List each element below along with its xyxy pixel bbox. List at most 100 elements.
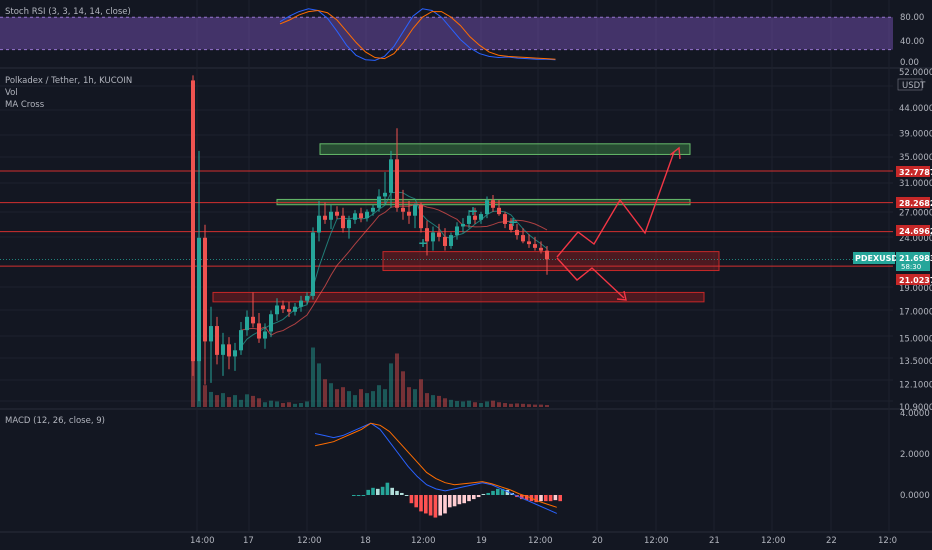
candle-body xyxy=(413,204,417,216)
volume-bar xyxy=(539,404,543,407)
time-label: 12:00 xyxy=(528,536,553,546)
macd-level-4: 4.0000 xyxy=(900,409,930,419)
candle-body xyxy=(437,232,441,237)
macd-label[interactable]: MACD (12, 26, close, 9) xyxy=(5,416,105,426)
stoch-rsi-label[interactable]: Stoch RSI (3, 3, 14, 14, close) xyxy=(5,7,131,17)
candle-body xyxy=(353,213,357,220)
volume-bar xyxy=(287,402,291,407)
time-label: 12:00 xyxy=(297,536,322,546)
candle-body xyxy=(299,300,303,307)
resistance-zone xyxy=(319,143,691,155)
candle-body xyxy=(227,344,231,357)
volume-bar xyxy=(365,393,369,407)
volume-bar xyxy=(311,347,315,407)
stoch-level-80: 80.00 xyxy=(900,13,924,23)
volume-bar xyxy=(533,404,537,407)
time-label: 12:00 xyxy=(644,536,669,546)
price-axis-label: 19.0000 xyxy=(899,284,932,294)
candle-body xyxy=(305,295,309,301)
volume-bar xyxy=(305,401,309,407)
macd-histogram-bar xyxy=(404,495,409,496)
volume-indicator-label[interactable]: Vol xyxy=(5,88,18,98)
tag-symbol: PDEXUSDT xyxy=(853,252,904,264)
macd-histogram-bar xyxy=(558,495,562,502)
macd-histogram-bar xyxy=(443,495,447,514)
tag-r2: 28.2682 xyxy=(896,197,932,208)
macd-histogram-bar xyxy=(524,495,529,501)
candle-body xyxy=(485,200,489,215)
candle-body xyxy=(251,316,255,324)
currency-label: USDT xyxy=(902,81,926,91)
macd-pane xyxy=(314,422,562,518)
candle-body xyxy=(383,192,387,197)
symbol-title[interactable]: Polkadex / Tether, 1h, KUCOIN xyxy=(5,76,132,86)
candle-body xyxy=(503,214,507,224)
macd-histogram-bar xyxy=(356,495,361,496)
price-axis-label: 10.9000 xyxy=(899,403,932,413)
macd-histogram-bar xyxy=(376,488,380,495)
volume-bar xyxy=(383,389,387,407)
stoch-band xyxy=(0,17,893,50)
volume-bar xyxy=(467,400,471,407)
volume-bar xyxy=(473,402,477,407)
macd-histogram-bar xyxy=(467,495,471,502)
macd-signal-line xyxy=(314,422,557,508)
volume-bar xyxy=(257,398,261,407)
price-axis-label: 13.5000 xyxy=(899,357,932,367)
time-axis[interactable]: 14:00 17 12:00 18 12:00 19 12:00 20 12:0… xyxy=(190,536,897,546)
macd-histogram-bar xyxy=(424,495,428,514)
volume-bar xyxy=(221,393,225,407)
volume-bar xyxy=(545,405,549,407)
price-axis-label: 12.1000 xyxy=(899,381,932,391)
macd-histogram-bar xyxy=(414,495,418,508)
macd-histogram-bar xyxy=(486,492,490,495)
candle-body xyxy=(197,237,201,362)
macd-histogram-bar xyxy=(476,495,481,498)
candle-body xyxy=(479,214,483,220)
candle-body xyxy=(263,331,267,339)
volume-bar xyxy=(515,403,519,407)
price-axis[interactable]: 52.0000 44.0000 39.0000 35.0000 31.0000 27.00… xyxy=(899,68,932,413)
macd-histogram-bar xyxy=(366,489,370,495)
macd-histogram-bar xyxy=(539,495,543,502)
candle-body xyxy=(239,330,243,351)
volume-bar xyxy=(233,395,237,407)
price-axis-label: 27.0000 xyxy=(899,209,932,219)
volume-bar xyxy=(521,403,525,407)
macd-histogram-bar xyxy=(438,495,442,516)
macd-histogram-bar xyxy=(428,495,433,516)
tag-r3-text: 24.6962 xyxy=(899,227,932,236)
volume-bar xyxy=(497,402,501,407)
volume-bar xyxy=(341,387,345,407)
macd-histogram-bar xyxy=(505,489,510,495)
volume-bar xyxy=(281,403,285,407)
candle-body xyxy=(371,207,375,212)
price-axis-label: 44.0000 xyxy=(899,104,932,114)
stoch-level-0: 0.00 xyxy=(900,58,919,68)
volume-bar xyxy=(209,391,213,407)
macd-histogram-bar xyxy=(371,487,375,495)
currency-badge[interactable] xyxy=(897,78,923,91)
volume-bar xyxy=(347,391,351,407)
macd-histogram-bar xyxy=(361,495,366,496)
volume-bar xyxy=(455,401,459,407)
macd-histogram-bar xyxy=(433,495,438,518)
volume-bar xyxy=(485,401,489,407)
volume-bar xyxy=(335,389,339,407)
macd-histogram-bar xyxy=(500,488,505,495)
candle-body xyxy=(431,232,435,242)
volume-bar xyxy=(317,363,321,407)
candle-body xyxy=(203,237,207,342)
time-label: 18 xyxy=(360,536,371,546)
stoch-rsi-pane xyxy=(0,8,893,61)
ma-cross-indicator-label[interactable]: MA Cross xyxy=(5,100,45,110)
volume-bar xyxy=(491,400,495,407)
slow-ma-line xyxy=(240,203,548,336)
candle-body xyxy=(347,219,351,229)
resistance-zone xyxy=(276,198,691,206)
macd-histogram-bar xyxy=(419,495,423,512)
macd-histogram-bar xyxy=(491,490,495,495)
macd-histogram-bar xyxy=(380,486,385,495)
volume-bar xyxy=(227,397,231,407)
